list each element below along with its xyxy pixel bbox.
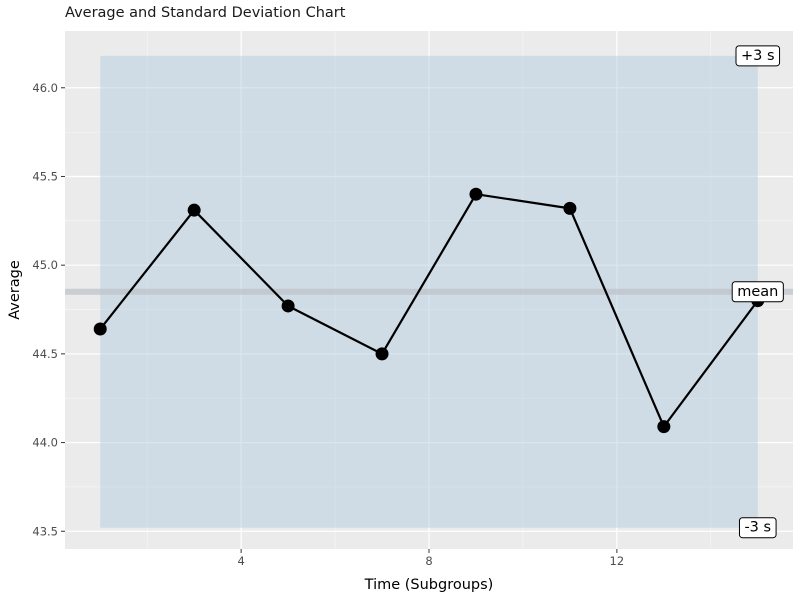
y-tick-label: 45.0 [32, 258, 58, 272]
y-tick-label: 43.5 [32, 524, 58, 538]
data-point [187, 203, 201, 217]
y-axis-title: Average [7, 260, 23, 320]
x-tick-label: 12 [610, 554, 625, 568]
x-tick-label: 4 [237, 554, 244, 568]
y-tick-label: 45.5 [32, 169, 58, 183]
data-points [93, 187, 765, 434]
annotation-text: mean [737, 284, 778, 300]
chart-title: Average and Standard Deviation Chart [65, 5, 346, 21]
data-point [375, 347, 389, 361]
data-point [563, 201, 577, 215]
y-tick-label: 46.0 [32, 81, 58, 95]
y-axis-ticks: 43.5 44.0 44.5 45.0 45.5 46.0 [32, 81, 65, 538]
annotation-text: -3 s [744, 520, 771, 536]
y-tick-label: 44.0 [32, 436, 58, 450]
annotation-label: -3 s [738, 517, 777, 539]
annotation-text: +3 s [741, 48, 775, 64]
annotation-label: +3 s [735, 45, 781, 67]
y-tick-label: 44.5 [32, 347, 58, 361]
series-line [99, 193, 759, 428]
data-point [93, 322, 107, 336]
annotation-box [738, 517, 777, 539]
annotation-box [731, 281, 784, 303]
x-axis-title: Time (Subgroups) [364, 577, 494, 593]
x-axis-ticks: 4 8 12 [237, 549, 624, 568]
annotations: +3 s mean -3 s [731, 45, 784, 539]
data-point [281, 299, 295, 313]
data-point [657, 420, 671, 434]
x-tick-label: 8 [425, 554, 432, 568]
annotation-label: mean [731, 281, 784, 303]
annotation-box [735, 45, 781, 67]
data-point [469, 187, 483, 201]
